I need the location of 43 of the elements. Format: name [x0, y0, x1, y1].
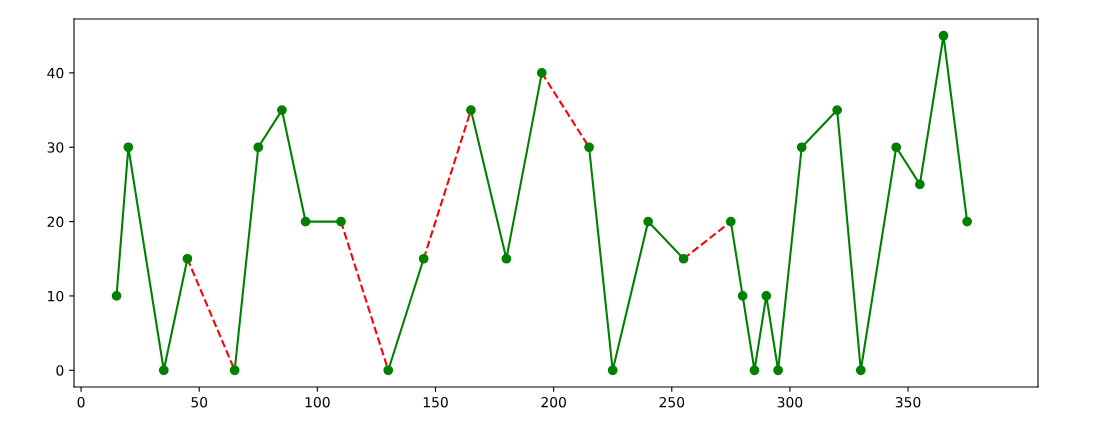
x-tick-label: 300 [777, 396, 803, 408]
point [938, 30, 949, 41]
point [418, 253, 429, 264]
point [737, 291, 748, 301]
x-tick-label: 200 [541, 396, 566, 408]
point [277, 105, 287, 115]
y-tick-label: 30 [47, 142, 64, 153]
x-tick-label: 50 [191, 396, 208, 408]
x-tick-label: 150 [423, 396, 448, 408]
point [253, 142, 264, 153]
y-tick-label: 0 [56, 365, 64, 376]
point [536, 68, 547, 78]
point [891, 142, 902, 153]
point [796, 142, 807, 153]
y-tick-label: 40 [47, 67, 64, 79]
point [336, 216, 346, 227]
y-tick-label: 10 [48, 290, 64, 302]
point [300, 216, 311, 227]
x-tick-label: 350 [895, 396, 921, 408]
point [111, 291, 122, 301]
point [832, 105, 843, 115]
x-tick-label: 100 [305, 396, 330, 408]
point [584, 142, 594, 153]
point [229, 365, 240, 376]
x-tick-label: 0 [77, 396, 85, 408]
point [501, 253, 512, 264]
point [761, 291, 772, 301]
point [725, 216, 736, 227]
point [466, 105, 476, 115]
x-tick-label: 250 [659, 396, 685, 408]
point [749, 365, 760, 376]
point [915, 179, 925, 190]
point [123, 142, 134, 153]
point [773, 365, 783, 376]
y-tick-label: 20 [47, 216, 64, 228]
point [158, 365, 169, 376]
point [678, 253, 689, 264]
point [607, 365, 618, 376]
point [643, 216, 654, 227]
point [182, 253, 193, 264]
point [383, 365, 394, 376]
point [855, 365, 866, 376]
point [962, 216, 972, 227]
